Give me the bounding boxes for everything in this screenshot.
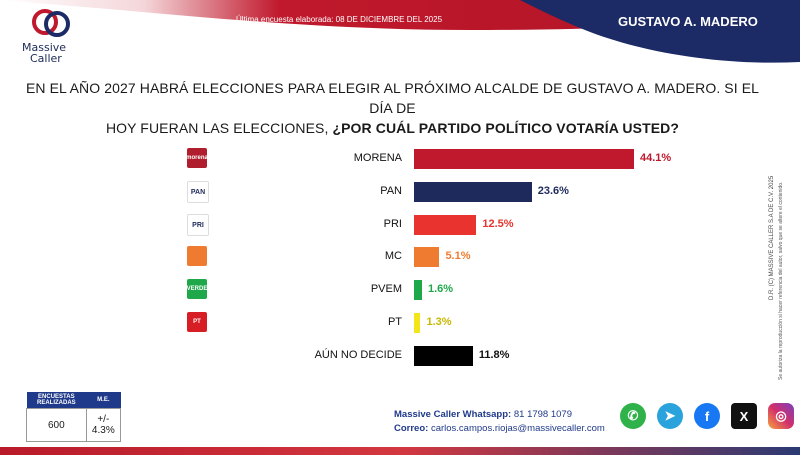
bar-a-n-no-decide [414, 346, 473, 366]
survey-question: EN EL AÑO 2027 HABRÁ ELECCIONES PARA ELE… [20, 78, 765, 138]
pan-logo-icon: PAN [187, 181, 209, 203]
email-label: Correo: [394, 423, 429, 434]
question-line2-plain: HOY FUERAN LAS ELECCIONES, [105, 120, 333, 136]
sample-margin-value: +/- 4.3% [85, 408, 122, 442]
instagram-icon[interactable]: ◎ [768, 403, 794, 429]
footer-band [0, 447, 800, 455]
header-banner [0, 0, 800, 63]
bar-pvem [414, 280, 422, 300]
value-label-a-n-no-decide: 11.8% [478, 349, 510, 361]
copyright-line2: Se autoriza la reproducción si hacer ref… [778, 182, 784, 380]
value-label-morena: 44.1% [640, 152, 672, 164]
header-navy-band [520, 0, 800, 63]
copyright-line1: D.R. (C) MASSIVE CALLER S.A DE C.V. 2025 [769, 175, 775, 300]
bar-pan [414, 182, 532, 202]
whatsapp-icon[interactable]: ✆ [620, 403, 646, 429]
contact-whatsapp: Massive Caller Whatsapp: 81 1798 1079 [394, 409, 572, 420]
category-label-pri: PRI [383, 218, 402, 230]
telegram-icon[interactable]: ➤ [657, 403, 683, 429]
pri-logo-icon: PRI [187, 214, 209, 236]
question-line2-bold: ¿POR CUÁL PARTIDO POLÍTICO VOTARÍA USTED… [332, 120, 680, 136]
sample-header-margin: M.E. [86, 392, 121, 409]
sample-header-surveys: ENCUESTAS REALIZADAS [26, 392, 87, 409]
region-title: GUSTAVO A. MADERO [618, 14, 758, 29]
bar-pri [414, 215, 477, 235]
sample-info-table: ENCUESTAS REALIZADAS M.E. 600 +/- 4.3% [26, 392, 122, 442]
pt-logo-icon: PT [187, 312, 207, 332]
contact-email: Correo: carlos.campos.riojas@massivecall… [394, 423, 605, 434]
facebook-icon[interactable]: f [694, 403, 720, 429]
category-label-pan: PAN [380, 185, 402, 197]
question-line2: HOY FUERAN LAS ELECCIONES, ¿POR CUÁL PAR… [20, 118, 765, 138]
last-survey-note: Última encuesta elaborada: 08 DE DICIEMB… [236, 15, 443, 24]
question-line1: EN EL AÑO 2027 HABRÁ ELECCIONES PARA ELE… [25, 80, 760, 116]
morena-logo-icon: morena [186, 148, 208, 168]
value-label-pt: 1.3% [426, 316, 452, 328]
bar-pt [414, 313, 421, 333]
brand-name-line2: Caller [30, 52, 62, 65]
bar-mc [414, 247, 440, 267]
copyright-note: D.R. (C) MASSIVE CALLER S.A DE C.V. 2025… [769, 175, 784, 380]
bar-morena [414, 149, 634, 169]
sample-surveys-value: 600 [26, 408, 87, 442]
value-label-pri: 12.5% [482, 218, 514, 230]
category-label-mc: MC [384, 250, 402, 262]
whatsapp-label: Massive Caller Whatsapp: [394, 409, 512, 420]
x-icon[interactable]: X [731, 403, 757, 429]
brand-name-line1: Massive [22, 41, 67, 54]
email-address[interactable]: carlos.campos.riojas@massivecaller.com [430, 423, 605, 434]
whatsapp-number[interactable]: 81 1798 1079 [513, 409, 572, 420]
category-label-a-n-no-decide: AÚN NO DECIDE [314, 349, 402, 361]
value-label-pan: 23.6% [537, 185, 569, 197]
value-label-pvem: 1.6% [427, 283, 454, 295]
massive-caller-logo-icon [32, 9, 70, 37]
category-label-morena: MORENA [353, 152, 402, 164]
value-label-mc: 5.1% [445, 250, 471, 262]
mc-logo-icon [187, 246, 207, 266]
category-label-pvem: PVEM [370, 283, 402, 295]
category-label-pt: PT [387, 316, 402, 328]
pvem-logo-icon: VERDE [187, 279, 207, 299]
